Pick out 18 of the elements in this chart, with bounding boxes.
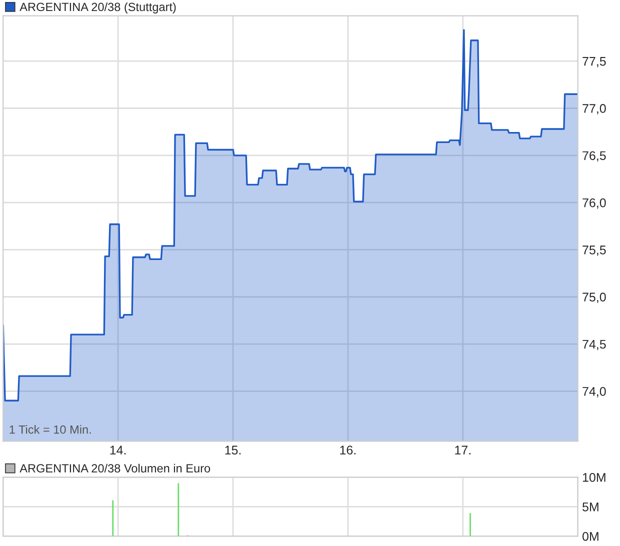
y-tick-label: 76,5 [582,151,606,162]
x-tick-label: 17. [455,446,470,454]
legend-label: ARGENTINA 20/38 (Stuttgart) [20,2,176,14]
x-tick-label: 15. [225,446,241,455]
y-tick-label: 76,0 [582,198,606,209]
annotation: 1 Tick = 10 Min. [10,425,91,434]
y-tick-label: 0M [582,532,598,541]
y-tick-label: 75,5 [582,246,606,256]
y-tick-label: 77,5 [582,57,606,68]
y-tick-label: 74,5 [582,340,606,350]
y-tick-label: 77,0 [582,104,606,114]
x-tick-label: 16. [340,446,356,455]
text: ARGENTINA 20/38 Volumen in Euro [20,464,210,473]
x-tick-label: 14. [110,446,126,454]
y-tick-label: 75,0 [582,292,606,304]
y-tick-label: 74,0 [582,386,606,398]
y-tick-label: 5M [582,502,598,512]
y-tick-label: 10M [582,473,606,482]
